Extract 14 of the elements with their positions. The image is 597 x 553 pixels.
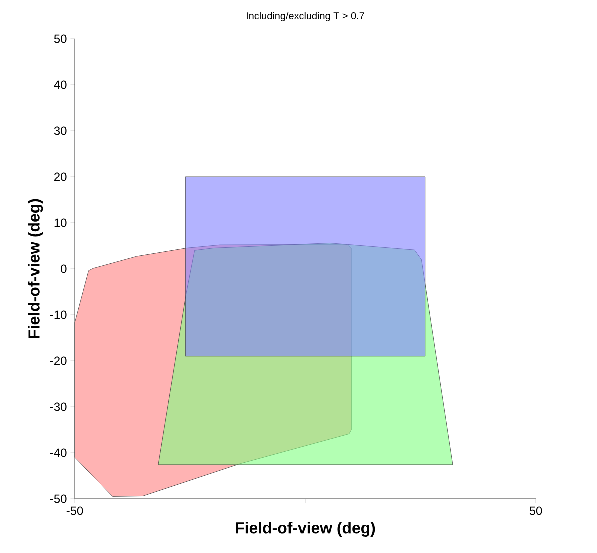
y-tick-label: 30 (54, 126, 67, 136)
y-axis-title: Field-of-view (deg) (28, 199, 44, 338)
y-tick-label: 50 (54, 34, 67, 44)
x-axis-title: Field-of-view (deg) (236, 522, 376, 537)
y-tick-label: 40 (54, 80, 67, 90)
y-tick-label: -40 (50, 448, 67, 458)
y-tick-label: -30 (50, 402, 67, 412)
chart-title: Including/excluding T > 0.7 (247, 12, 364, 22)
y-tick-label: -10 (50, 310, 67, 320)
y-tick-label: 0 (61, 264, 67, 274)
y-tick-label: 10 (54, 218, 67, 228)
y-tick-label: 20 (54, 172, 67, 182)
y-tick-label: -20 (50, 356, 67, 366)
y-tick-label: -50 (50, 494, 67, 504)
